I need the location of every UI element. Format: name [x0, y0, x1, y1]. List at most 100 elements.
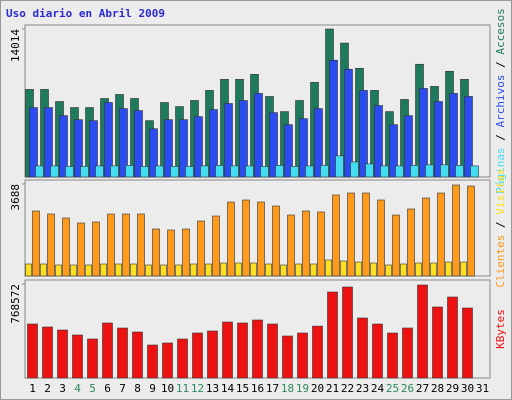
bar: [207, 330, 218, 379]
bar: [455, 165, 464, 178]
x-tick-label: 10: [161, 382, 174, 395]
bar: [419, 88, 428, 178]
bar: [57, 329, 68, 379]
x-tick-label: 3: [59, 382, 66, 395]
bar: [100, 263, 107, 277]
x-tick-label: 9: [149, 382, 156, 395]
x-tick-label: 5: [89, 382, 96, 395]
bar: [372, 323, 383, 379]
bar: [194, 116, 203, 178]
bar: [310, 263, 317, 277]
bar: [87, 338, 98, 379]
legend-entry: Accesos: [494, 8, 507, 54]
x-tick-label: 15: [236, 382, 249, 395]
bar: [110, 165, 119, 178]
x-tick-label: 7: [119, 382, 126, 395]
bar: [242, 199, 250, 277]
bar: [275, 165, 284, 178]
bar: [404, 115, 413, 178]
bar: [280, 264, 287, 277]
bar: [464, 96, 473, 178]
bar: [434, 101, 443, 178]
bar: [167, 229, 175, 277]
bar: [347, 192, 355, 277]
bar: [355, 261, 362, 277]
bar: [327, 291, 338, 379]
bar: [200, 165, 209, 178]
bar: [32, 210, 40, 277]
bar: [230, 165, 239, 178]
bar: [134, 110, 143, 178]
bar: [365, 163, 374, 178]
bar: [215, 165, 224, 178]
bar: [145, 264, 152, 277]
bar: [197, 220, 205, 277]
x-tick-label: 26: [401, 382, 414, 395]
bar: [132, 331, 143, 379]
bar: [425, 164, 434, 178]
x-tick-label: 19: [296, 382, 309, 395]
legend-separator: /: [494, 55, 507, 75]
bar: [107, 213, 115, 277]
bar: [380, 165, 389, 178]
x-tick-label: 6: [104, 382, 111, 395]
x-tick-label: 2: [44, 382, 51, 395]
x-tick-label: 18: [281, 382, 294, 395]
x-tick-label: 11: [176, 382, 189, 395]
bar: [162, 342, 173, 379]
bar: [72, 334, 83, 379]
x-tick-label: 27: [416, 382, 429, 395]
bar: [55, 264, 62, 277]
bar: [305, 165, 314, 178]
bar: [385, 264, 392, 277]
bar: [299, 118, 308, 178]
x-tick-label: 25: [386, 382, 399, 395]
x-tick-label: 13: [206, 382, 219, 395]
bar: [340, 260, 347, 277]
bar: [119, 108, 128, 178]
legend: Clientes / Visitas: [494, 168, 507, 287]
bar: [312, 325, 323, 379]
bar: [252, 319, 263, 379]
bar: [430, 262, 437, 277]
bar: [392, 214, 400, 277]
bar: [449, 93, 458, 178]
x-tick-label: 17: [266, 382, 279, 395]
bar: [407, 208, 415, 277]
bar: [402, 327, 413, 379]
bar: [104, 102, 113, 178]
bar: [470, 165, 479, 178]
bar: [317, 211, 325, 277]
bar: [125, 165, 134, 178]
bar: [227, 201, 235, 277]
bar: [42, 326, 53, 379]
bar: [102, 322, 113, 379]
bar: [357, 317, 368, 379]
bar: [147, 344, 158, 379]
bar: [192, 332, 203, 379]
bar: [50, 165, 59, 178]
bar: [222, 321, 233, 379]
bar: [257, 201, 265, 277]
bar: [269, 112, 278, 178]
bar: [362, 192, 370, 277]
bar: [447, 296, 458, 379]
bar: [295, 263, 302, 277]
bar: [325, 259, 332, 277]
bar: [170, 166, 179, 178]
bar: [35, 165, 44, 178]
bar: [140, 166, 149, 178]
bar: [175, 264, 182, 277]
bar: [25, 263, 32, 277]
x-tick-label: 22: [341, 382, 354, 395]
bar: [237, 322, 248, 379]
bar: [177, 338, 188, 379]
bar: [359, 90, 368, 178]
bar: [350, 161, 359, 178]
x-tick-label: 24: [371, 382, 385, 395]
bar: [40, 263, 47, 277]
x-tick-label: 12: [191, 382, 204, 395]
x-tick-label: 14: [221, 382, 235, 395]
bar: [164, 119, 173, 178]
bar: [400, 263, 407, 277]
